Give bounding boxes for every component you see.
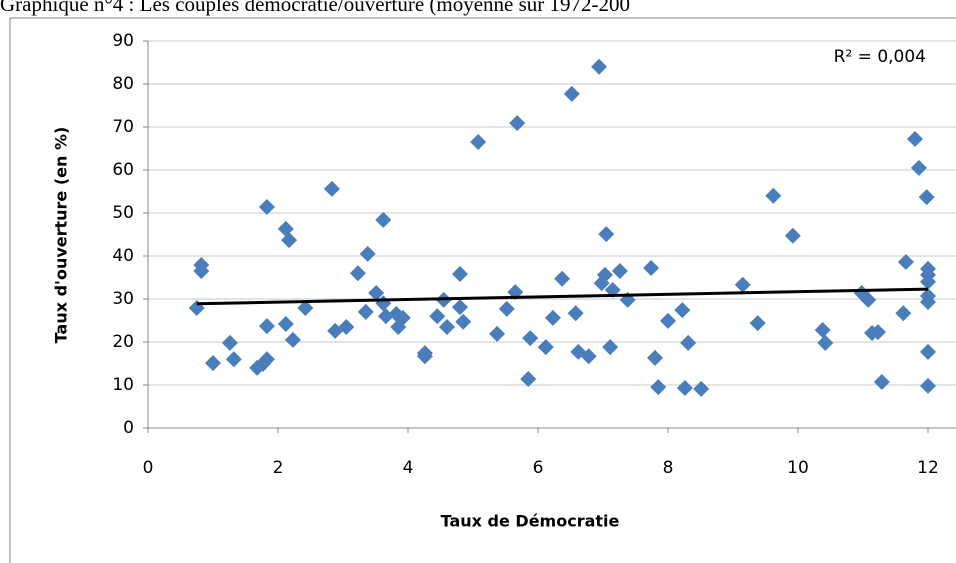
point	[910, 159, 927, 176]
y-axis-title: Taux d'ouverture (en %)	[52, 127, 71, 344]
y-tick-label: 20	[112, 332, 134, 352]
point	[920, 343, 936, 360]
point	[284, 331, 301, 348]
point	[520, 370, 537, 387]
x-tick-label: 6	[533, 458, 544, 478]
point	[814, 321, 831, 338]
point	[650, 379, 667, 396]
y-tick-label: 50	[112, 203, 134, 223]
point	[338, 318, 355, 335]
point	[439, 318, 455, 335]
point	[567, 305, 584, 322]
point	[377, 308, 394, 325]
point	[509, 115, 526, 132]
point	[765, 187, 782, 204]
y-tick-label: 30	[112, 289, 134, 309]
trend-line	[196, 287, 929, 306]
point	[920, 377, 936, 394]
point	[647, 349, 663, 366]
point	[591, 58, 608, 75]
point	[749, 315, 766, 332]
point	[897, 254, 914, 271]
point	[817, 334, 834, 351]
point	[920, 273, 936, 290]
point	[394, 309, 411, 326]
point	[429, 308, 446, 325]
point	[907, 131, 923, 148]
point	[489, 325, 506, 342]
point	[660, 312, 676, 329]
point	[676, 380, 693, 397]
point	[225, 351, 242, 368]
point	[375, 211, 392, 228]
point	[580, 348, 597, 365]
point	[869, 324, 886, 341]
point	[611, 263, 628, 280]
y-tick-label: 80	[112, 74, 134, 94]
point	[357, 303, 374, 320]
chart-frame	[9, 17, 956, 563]
x-axis-title: Taux de Démocratie	[441, 512, 620, 531]
y-tick-label: 70	[112, 117, 134, 137]
point	[734, 276, 751, 293]
x-tick-label: 12	[917, 458, 939, 478]
point	[349, 265, 366, 282]
point	[258, 318, 275, 335]
point	[297, 300, 314, 317]
point	[784, 227, 801, 244]
point	[602, 339, 619, 356]
point	[693, 380, 710, 397]
y-tick-label: 60	[112, 160, 134, 180]
point	[205, 355, 221, 372]
point	[598, 226, 615, 243]
point	[255, 355, 272, 372]
point	[455, 313, 472, 330]
point	[359, 245, 376, 262]
point	[258, 198, 275, 215]
x-tick-label: 2	[273, 458, 284, 478]
x-tick-label: 0	[143, 458, 154, 478]
y-tick-label: 0	[123, 418, 134, 438]
point	[452, 299, 468, 316]
point	[895, 305, 912, 322]
chart-title: Graphique n°4 : Les couples démocratie/o…	[0, 0, 630, 16]
x-tick-label: 8	[663, 458, 674, 478]
point	[537, 339, 554, 356]
point	[416, 348, 433, 365]
point	[522, 330, 539, 347]
point	[498, 300, 515, 317]
point	[860, 291, 877, 308]
point	[281, 232, 298, 249]
point	[873, 373, 890, 390]
point	[452, 266, 468, 283]
point	[563, 85, 580, 102]
point	[596, 266, 613, 283]
point	[920, 294, 936, 311]
point	[221, 334, 238, 351]
point	[323, 180, 340, 197]
y-tick-label: 10	[112, 375, 134, 395]
point	[470, 134, 487, 151]
point	[643, 260, 660, 277]
y-tick-label: 40	[112, 246, 134, 266]
point	[277, 315, 294, 332]
x-tick-label: 10	[787, 458, 809, 478]
r2-annotation: R² = 0,004	[834, 47, 926, 67]
point	[674, 302, 691, 319]
point	[544, 309, 561, 326]
point	[554, 270, 571, 287]
point	[193, 263, 210, 280]
x-tick-label: 4	[403, 458, 414, 478]
point	[918, 189, 935, 206]
point	[368, 284, 385, 301]
point	[680, 334, 697, 351]
y-tick-label: 90	[112, 31, 134, 51]
